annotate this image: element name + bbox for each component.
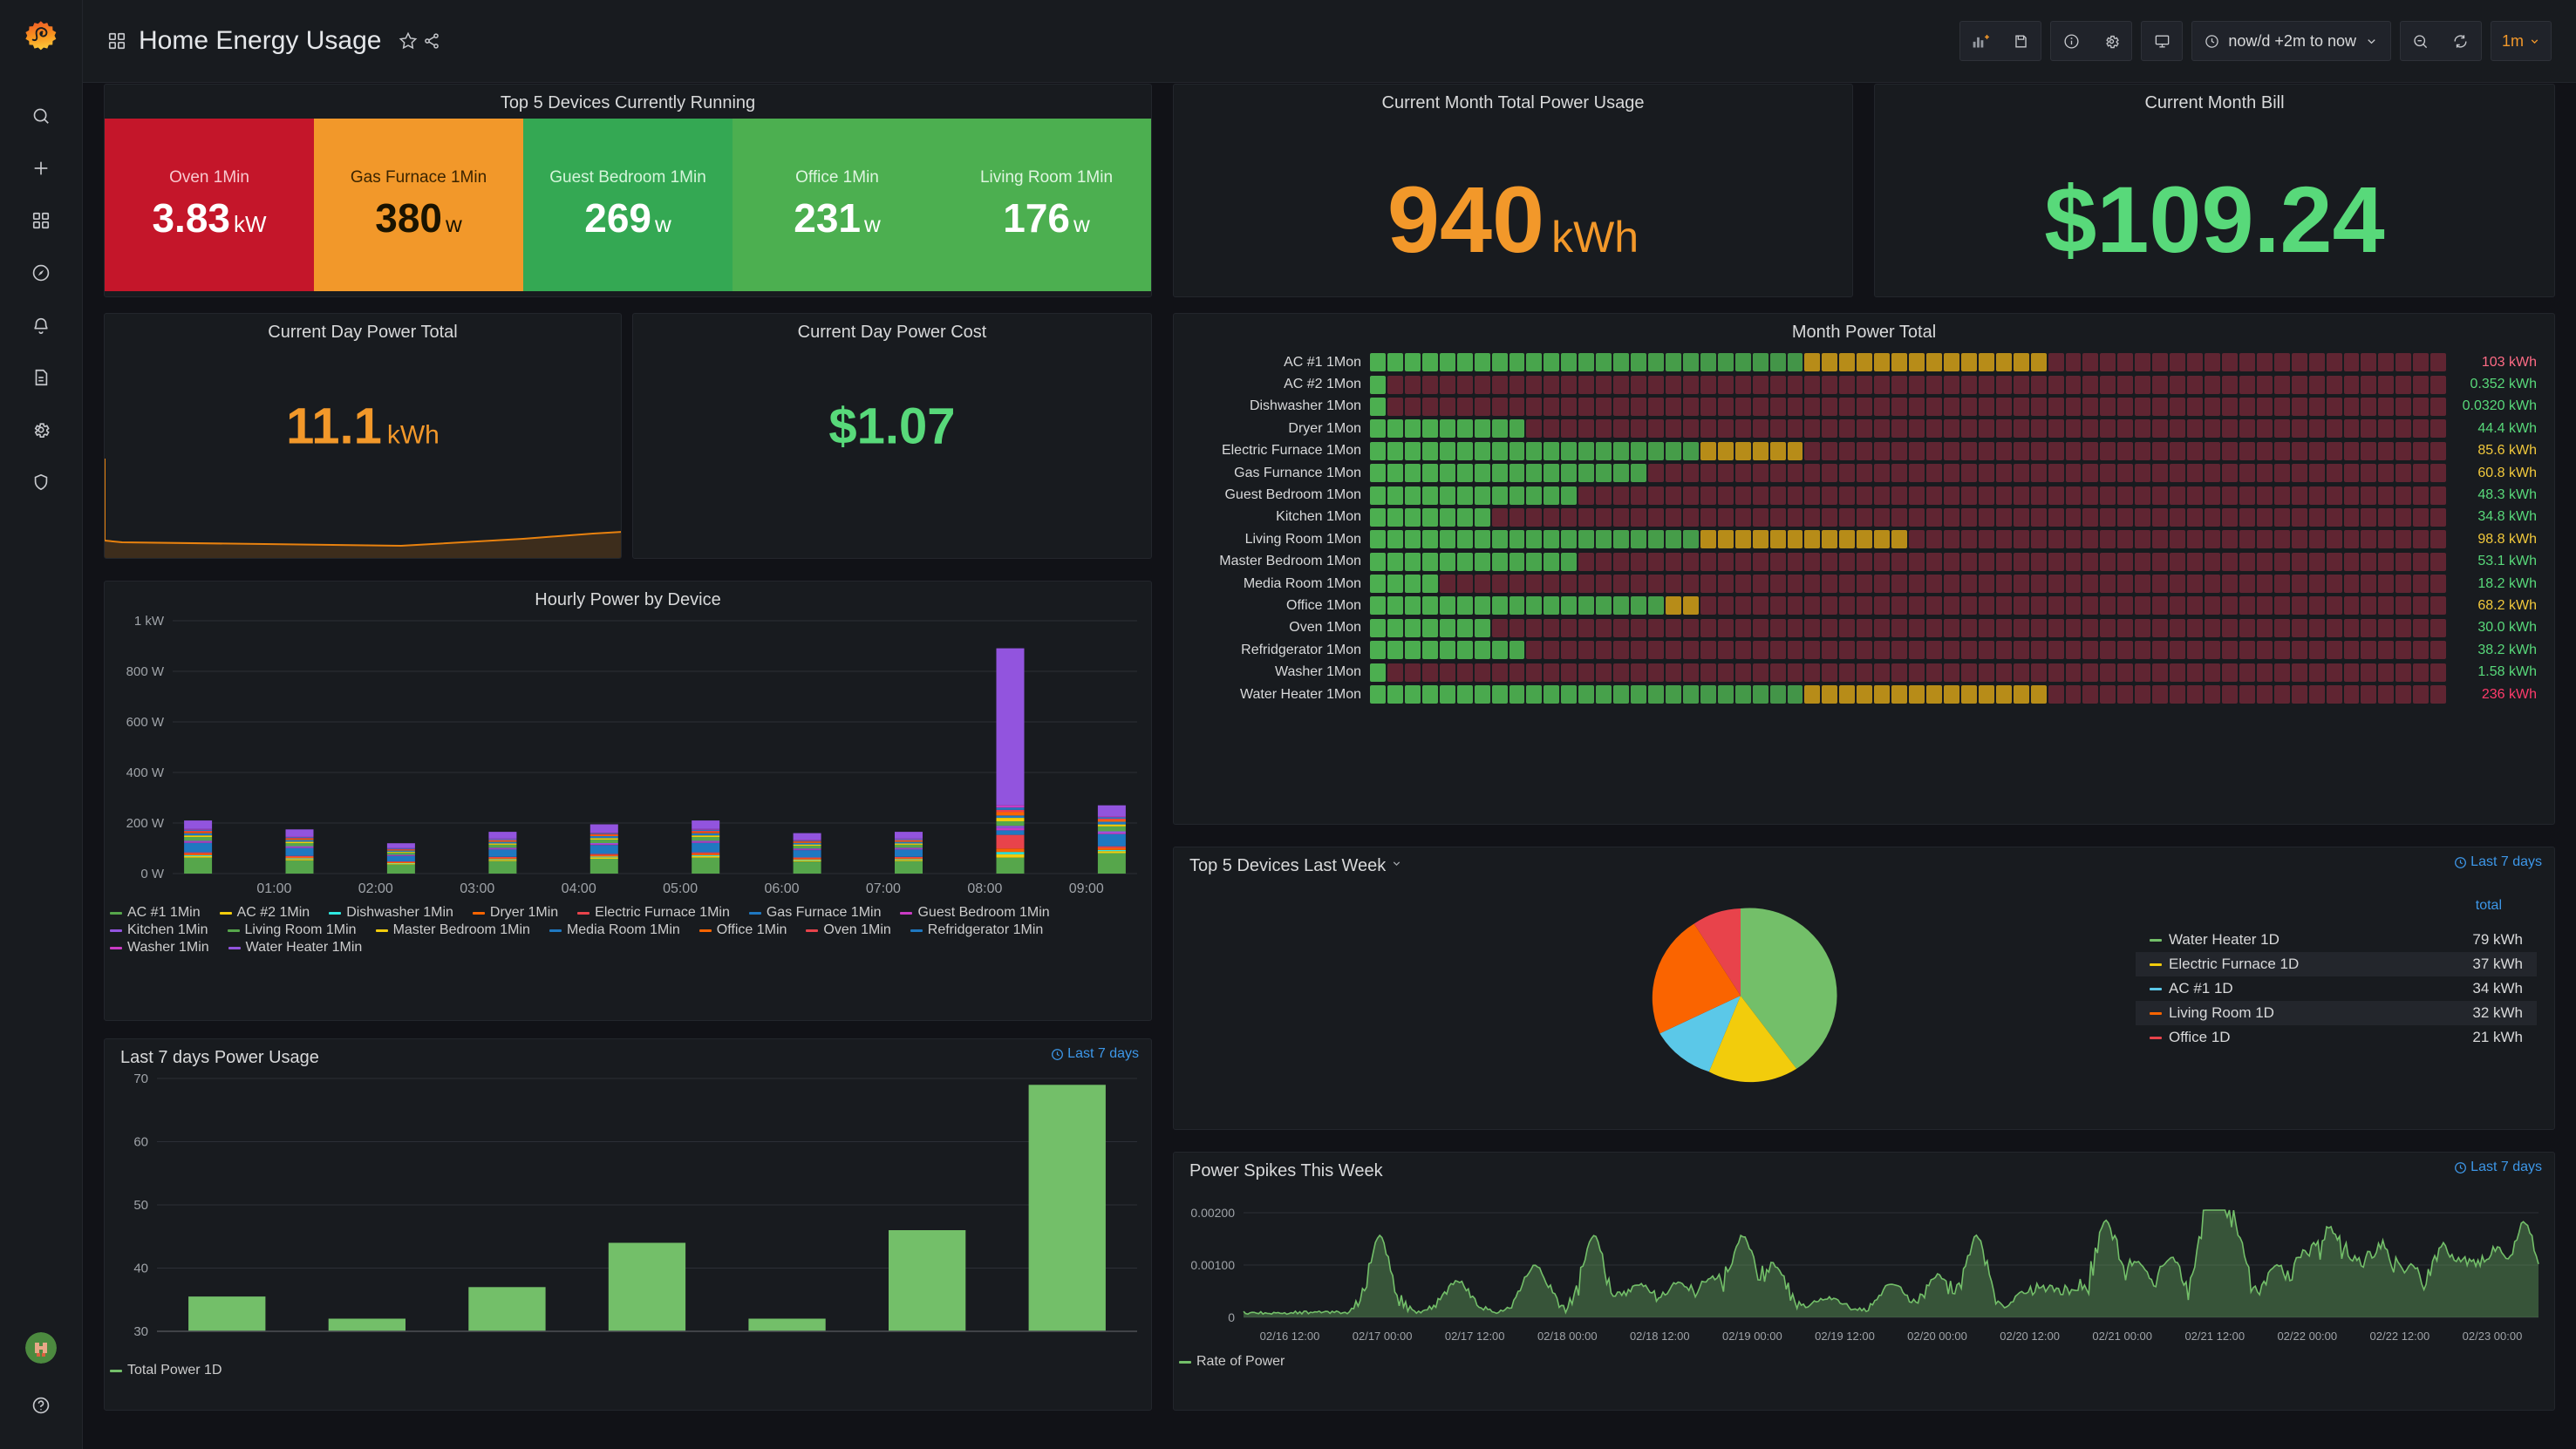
svg-text:02:00: 02:00: [358, 881, 393, 896]
svg-text:07:00: 07:00: [866, 881, 901, 896]
svg-text:02/21 00:00: 02/21 00:00: [2092, 1330, 2152, 1343]
svg-text:800 W: 800 W: [126, 664, 165, 679]
svg-text:400 W: 400 W: [126, 765, 165, 780]
svg-text:02/22 00:00: 02/22 00:00: [2277, 1330, 2337, 1343]
svg-text:200 W: 200 W: [126, 816, 165, 831]
svg-text:60: 60: [133, 1135, 148, 1150]
svg-text:02/22 12:00: 02/22 12:00: [2370, 1330, 2430, 1343]
svg-text:02/19 12:00: 02/19 12:00: [1815, 1330, 1875, 1343]
svg-text:1 kW: 1 kW: [134, 614, 165, 629]
svg-text:600 W: 600 W: [126, 715, 165, 730]
svg-text:05:00: 05:00: [663, 881, 698, 896]
svg-text:02/18 00:00: 02/18 00:00: [1537, 1330, 1598, 1343]
svg-text:02/17 12:00: 02/17 12:00: [1445, 1330, 1505, 1343]
svg-text:01:00: 01:00: [256, 881, 291, 896]
svg-text:50: 50: [133, 1198, 148, 1213]
svg-text:70: 70: [133, 1071, 148, 1086]
svg-text:02/18 12:00: 02/18 12:00: [1630, 1330, 1690, 1343]
svg-text:0: 0: [1228, 1310, 1235, 1324]
svg-text:02/19 00:00: 02/19 00:00: [1722, 1330, 1782, 1343]
svg-text:03:00: 03:00: [460, 881, 494, 896]
svg-text:40: 40: [133, 1262, 148, 1276]
svg-text:0.00100: 0.00100: [1190, 1258, 1235, 1272]
svg-text:09:00: 09:00: [1069, 881, 1104, 896]
svg-text:30: 30: [133, 1324, 148, 1339]
svg-text:02/16 12:00: 02/16 12:00: [1260, 1330, 1320, 1343]
svg-text:02/20 00:00: 02/20 00:00: [1907, 1330, 1967, 1343]
svg-text:02/17 00:00: 02/17 00:00: [1353, 1330, 1413, 1343]
svg-text:04:00: 04:00: [562, 881, 596, 896]
svg-text:08:00: 08:00: [967, 881, 1002, 896]
svg-text:02/23 00:00: 02/23 00:00: [2463, 1330, 2523, 1343]
svg-text:0.00200: 0.00200: [1190, 1206, 1235, 1220]
svg-text:02/21 12:00: 02/21 12:00: [2184, 1330, 2245, 1343]
svg-text:0 W: 0 W: [140, 867, 165, 881]
svg-text:06:00: 06:00: [764, 881, 799, 896]
svg-text:02/20 12:00: 02/20 12:00: [2000, 1330, 2060, 1343]
